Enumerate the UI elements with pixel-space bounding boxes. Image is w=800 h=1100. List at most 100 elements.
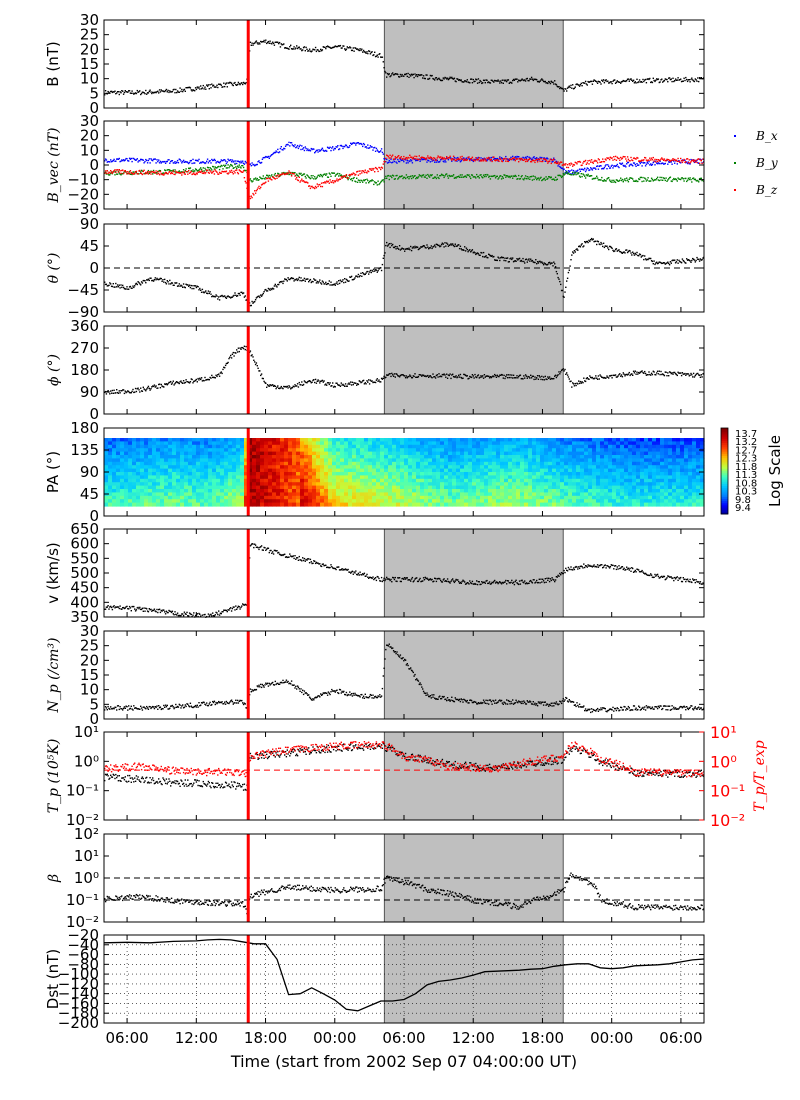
data-point (356, 170, 359, 173)
data-point (281, 280, 283, 283)
data-point (285, 278, 288, 281)
data-point (360, 142, 362, 145)
data-point (700, 374, 702, 376)
data-point (104, 171, 107, 174)
heatmap-cell (140, 482, 145, 487)
data-point (302, 148, 304, 150)
data-point (320, 48, 322, 51)
data-point (402, 159, 404, 161)
data-point (129, 173, 132, 175)
data-point (272, 288, 275, 290)
data-point (229, 356, 231, 358)
data-point (154, 386, 156, 388)
data-point (673, 177, 675, 180)
data-point (581, 164, 583, 166)
data-point (201, 172, 204, 174)
data-point (297, 147, 300, 150)
heatmap-cell (188, 502, 193, 507)
data-point (620, 251, 622, 253)
data-point (623, 179, 625, 181)
heatmap-cell (204, 448, 209, 453)
data-point (116, 169, 118, 171)
data-point (206, 160, 208, 162)
heatmap-cell (156, 472, 161, 476)
data-point (677, 160, 679, 162)
heatmap-cell (160, 502, 165, 507)
heatmap-cell (132, 444, 137, 449)
y-axis-label: θ (°) (46, 253, 62, 284)
data-point (626, 161, 629, 164)
data-point (583, 174, 585, 176)
data-point (251, 196, 253, 199)
data-point (264, 182, 266, 184)
heatmap-cell (184, 499, 189, 504)
heatmap-cell (128, 448, 133, 453)
data-point (555, 376, 558, 379)
heatmap-cell (224, 499, 229, 504)
data-point (683, 373, 685, 375)
data-point (485, 159, 487, 161)
data-point (497, 160, 499, 162)
data-point (650, 81, 652, 84)
data-point (376, 378, 378, 380)
data-point (532, 156, 534, 159)
data-point (278, 387, 280, 389)
data-point (469, 375, 471, 378)
data-point (187, 381, 189, 383)
data-point (505, 176, 507, 178)
data-point (531, 375, 534, 377)
data-point (440, 173, 443, 175)
data-point (507, 176, 510, 178)
heatmap-cell (132, 468, 137, 473)
data-point (510, 175, 512, 177)
data-point (190, 284, 192, 287)
heatmap-cell (200, 475, 205, 480)
data-point (574, 251, 576, 253)
data-point (195, 159, 198, 162)
data-point (129, 285, 132, 288)
data-point (300, 48, 302, 50)
data-point (421, 246, 423, 248)
data-point (536, 375, 539, 377)
data-point (482, 158, 484, 161)
data-point (520, 259, 522, 262)
heatmap-cell (156, 468, 161, 473)
data-point (410, 177, 413, 180)
data-point (590, 80, 593, 83)
data-point (566, 90, 568, 92)
data-point (596, 378, 599, 380)
data-point (151, 159, 153, 161)
data-point (329, 179, 331, 181)
data-point (231, 165, 234, 167)
data-point (263, 39, 265, 42)
data-point (262, 377, 264, 380)
data-point (307, 50, 309, 52)
data-point (667, 261, 669, 263)
heatmap-cell (168, 482, 173, 487)
data-point (271, 384, 273, 386)
data-point (307, 175, 309, 177)
data-point (115, 170, 117, 173)
data-point (478, 177, 480, 179)
data-point (266, 177, 268, 180)
data-point (446, 243, 449, 245)
data-point (544, 263, 546, 265)
data-point (472, 176, 474, 178)
data-point (668, 159, 670, 161)
data-point (665, 371, 667, 373)
data-point (584, 167, 586, 170)
data-point (449, 175, 451, 178)
data-point (177, 382, 180, 384)
data-point (432, 77, 434, 80)
data-point (115, 392, 117, 394)
data-point (400, 374, 402, 376)
data-point (464, 175, 467, 177)
data-point (177, 172, 180, 174)
data-point (236, 295, 238, 297)
data-point (410, 245, 412, 248)
data-point (207, 84, 210, 86)
data-point (521, 377, 523, 380)
data-point (481, 176, 483, 178)
data-point (146, 159, 148, 162)
data-point (169, 169, 171, 171)
